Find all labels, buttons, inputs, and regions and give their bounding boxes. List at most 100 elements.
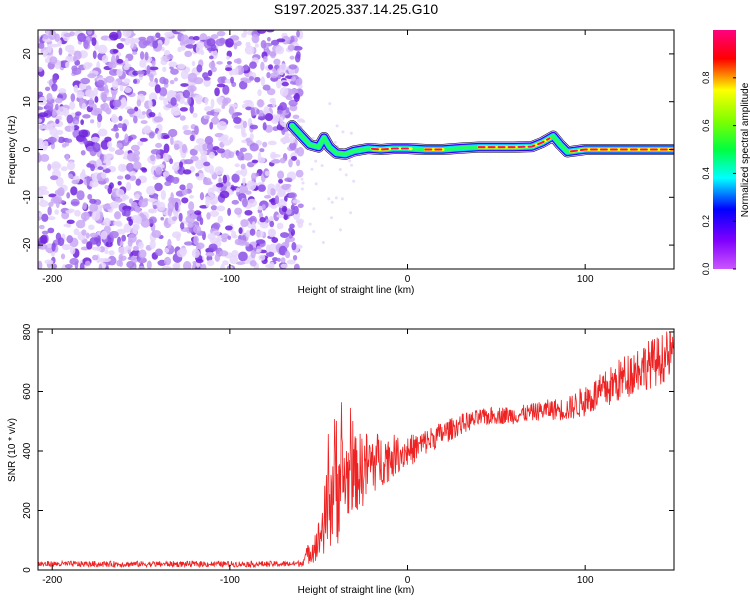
noise-blob: [182, 89, 191, 99]
noise-blob: [207, 69, 213, 77]
noise-blob: [138, 36, 147, 41]
noise-blob: [169, 79, 175, 85]
noise-blob: [214, 166, 224, 176]
noise-blob: [140, 120, 148, 125]
noise-blob: [275, 45, 285, 55]
noise-blob: [157, 130, 162, 141]
colorbar-gradient: [713, 30, 736, 269]
noise-blob: [139, 137, 148, 142]
noise-blob: [236, 187, 240, 193]
noise-blob: [225, 67, 233, 72]
noise-blob: [270, 39, 280, 46]
noise-blob: [216, 30, 226, 37]
noise-blob: [119, 240, 124, 247]
noise-blob: [154, 182, 163, 192]
noise-blob: [44, 259, 54, 265]
noise-blob: [269, 97, 275, 104]
noise-blob: [251, 159, 259, 164]
noise-blob: [155, 166, 163, 175]
noise-blob: [131, 249, 141, 257]
noise-blob: [179, 115, 186, 121]
noise-blob: [110, 127, 120, 132]
noise-blob: [210, 205, 218, 211]
colorbar-tick-label: 0.0: [701, 263, 711, 276]
noise-blob: [279, 116, 284, 126]
noise-blob: [216, 61, 223, 65]
noise-blob: [193, 225, 202, 234]
noise-blob: [211, 116, 220, 125]
noise-blob: [221, 238, 228, 243]
noise-blob: [250, 107, 256, 117]
noise-blob: [177, 63, 186, 69]
noise-blob: [90, 136, 100, 143]
noise-blob: [151, 229, 162, 238]
noise-blob: [172, 263, 179, 269]
noise-blob: [38, 185, 48, 191]
noise-blob: [215, 182, 224, 188]
noise-blob: [243, 30, 248, 36]
noise-blob: [162, 66, 167, 72]
noise-blob: [58, 88, 67, 94]
noise-blob: [54, 209, 59, 215]
noise-blob: [212, 222, 221, 230]
noise-blob: [281, 183, 290, 191]
noise-blob: [85, 232, 90, 239]
noise-blob: [57, 237, 65, 247]
noise-blob: [91, 210, 101, 221]
noise-blob: [223, 149, 232, 159]
track-band-red: [477, 137, 551, 149]
noise-blob: [220, 233, 230, 240]
noise-blob: [240, 163, 246, 170]
noise-blob: [207, 187, 215, 197]
noise-blob: [254, 76, 261, 83]
noise-blob: [60, 253, 66, 260]
noise-blob: [226, 60, 232, 65]
noise-blob: [258, 254, 266, 261]
noise-dot: [330, 216, 334, 220]
noise-blob: [190, 155, 199, 162]
noise-blob: [262, 122, 267, 131]
noise-dot: [349, 211, 353, 215]
noise-blob: [256, 248, 262, 253]
noise-blob: [170, 192, 174, 202]
noise-blob: [170, 68, 179, 75]
noise-blob: [231, 199, 239, 205]
noise-blob: [133, 161, 142, 170]
noise-blob: [122, 155, 129, 160]
noise-dot: [341, 130, 345, 134]
noise-blob: [205, 251, 215, 257]
noise-blob: [239, 147, 247, 153]
noise-blob: [108, 250, 115, 256]
noise-blob: [86, 163, 92, 168]
noise-blob: [174, 201, 179, 212]
frequency-track: [286, 120, 674, 160]
noise-blob: [238, 184, 249, 194]
noise-blob: [123, 78, 131, 84]
noise-blob: [206, 212, 211, 220]
noise-blob: [244, 45, 255, 55]
noise-blob: [133, 245, 139, 252]
noise-blob: [97, 128, 108, 137]
noise-blob: [98, 263, 103, 269]
noise-blob: [168, 61, 177, 68]
noise-blob: [203, 161, 211, 167]
noise-blob: [199, 192, 205, 201]
y-tick-label: 10: [22, 96, 33, 108]
noise-blob: [260, 61, 265, 71]
noise-blob: [38, 42, 45, 49]
noise-blob: [228, 190, 234, 195]
y-tick-label: 600: [22, 383, 33, 400]
noise-blob: [115, 132, 119, 139]
noise-blob: [208, 151, 216, 159]
y-tick-label: 200: [22, 502, 33, 519]
noise-blob: [206, 259, 215, 267]
noise-blob: [267, 64, 274, 70]
noise-blob: [209, 121, 214, 130]
noise-blob: [51, 110, 56, 117]
noise-blob: [159, 95, 165, 101]
noise-blob: [108, 31, 119, 41]
noise-blob: [254, 43, 259, 48]
noise-blob: [186, 182, 193, 191]
noise-blob: [281, 205, 288, 213]
noise-blob: [116, 142, 123, 149]
